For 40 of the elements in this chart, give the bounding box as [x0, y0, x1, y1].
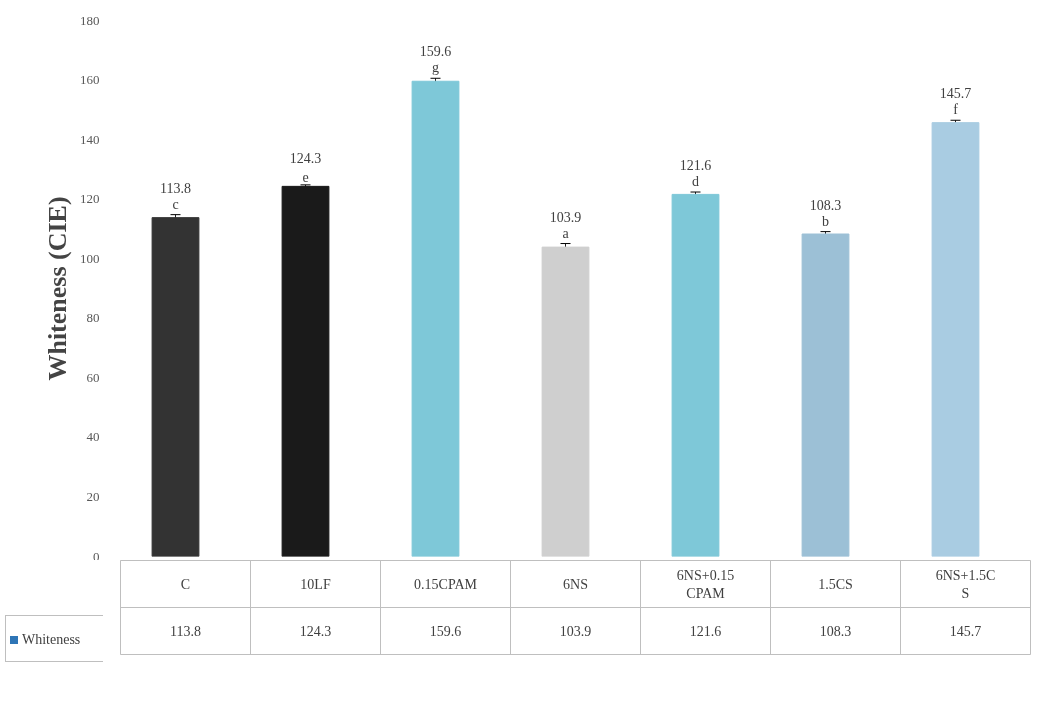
- y-tick-label: 100: [80, 250, 100, 266]
- x-tick-label: 6NS+0.15CPAM: [676, 567, 735, 601]
- text: 159.6: [419, 44, 452, 60]
- y-tick-label: 20: [86, 488, 100, 504]
- x-tick-label: 1.5CS: [818, 576, 853, 592]
- data-label: 108.3: [819, 624, 852, 639]
- y-tick-label: 180: [80, 12, 100, 28]
- y-axis-title: Whiteness (CIE): [43, 196, 72, 381]
- x-tick-label: 0.15CPAM: [414, 576, 478, 592]
- annotation: e: [302, 169, 309, 185]
- x-tick-label: C: [180, 576, 191, 592]
- y-tick-label: 80: [86, 310, 100, 326]
- text: 103.9: [549, 209, 582, 225]
- text: 121.6: [679, 158, 712, 174]
- y-tick-label: 140: [80, 131, 100, 147]
- x-tick-label: 6NS: [563, 576, 588, 592]
- y-tick-label: 60: [86, 369, 100, 385]
- text: 124.3: [289, 150, 322, 166]
- annotation: a: [562, 225, 570, 241]
- text: Whiteness: [22, 632, 81, 647]
- x-tick-label: 6NS+1.5CS: [935, 567, 996, 601]
- annotation: f: [953, 102, 959, 118]
- text: 108.3: [809, 197, 842, 213]
- text: 113.8: [160, 180, 191, 196]
- annotation: d: [692, 174, 699, 190]
- annotation: c: [172, 196, 179, 212]
- data-label: 159.6: [429, 624, 462, 639]
- data-label: 124.3: [299, 624, 332, 639]
- data-label: 103.9: [559, 624, 592, 639]
- y-tick-label: 160: [80, 72, 100, 88]
- y-tick-label: 40: [86, 429, 100, 445]
- data-label: 113.8: [170, 624, 201, 639]
- y-tick-label: 0: [93, 548, 100, 564]
- data-label: 145.7: [949, 624, 982, 639]
- annotation: g: [432, 60, 439, 76]
- x-tick-label: 10LF: [300, 576, 331, 592]
- data-label: 121.6: [689, 624, 722, 639]
- annotation: b: [822, 213, 829, 229]
- y-tick-label: 120: [80, 191, 100, 207]
- text: 145.7: [939, 86, 972, 102]
